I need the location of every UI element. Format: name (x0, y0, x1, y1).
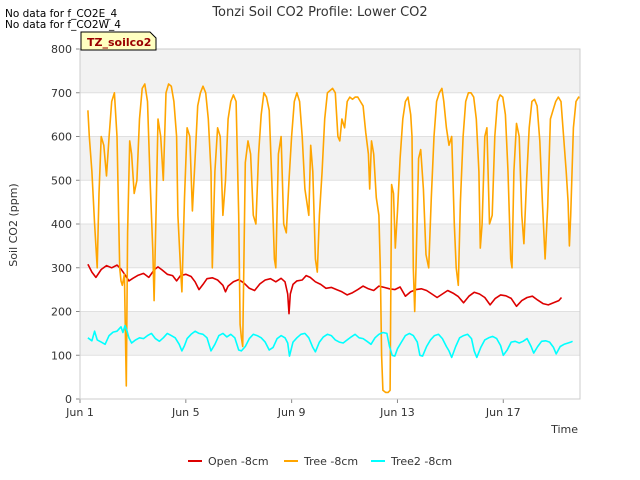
badge-box (80, 31, 157, 51)
legend-label: Open -8cm (208, 455, 269, 468)
y-axis-label: Soil CO2 (ppm) (7, 183, 20, 266)
x-tick-label: Jun 5 (171, 406, 200, 419)
x-tick-label: Jun 17 (485, 406, 521, 419)
chart-title: Tonzi Soil CO2 Profile: Lower CO2 (211, 5, 427, 20)
band (80, 180, 580, 224)
band (80, 136, 580, 181)
y-tick-label: 500 (51, 174, 72, 187)
y-tick-label: 800 (51, 43, 72, 56)
legend-label: Tree2 -8cm (390, 455, 452, 468)
y-tick-label: 600 (51, 131, 72, 144)
band (80, 224, 580, 268)
background-bands (80, 49, 580, 399)
plot-frame (79, 48, 581, 400)
nodata-line-1: No data for f_CO2E_4 (5, 8, 118, 20)
y-tick-label: 200 (51, 306, 72, 319)
band (80, 49, 580, 93)
badge-label: TZ_soilco2 (87, 36, 151, 49)
series-line-tree2-8cm (87, 324, 573, 359)
x-axis-label: Time (550, 423, 578, 436)
nodata-line-2: No data for f_CO2W_4 (5, 19, 121, 31)
x-axis-ticks: Jun 1 Jun 5 Jun 9 Jun 13 Jun 17 (65, 399, 521, 419)
y-tick-label: 400 (51, 218, 72, 231)
badge: TZ_soilco2 (80, 31, 157, 51)
series-lines (87, 83, 581, 394)
band (80, 267, 580, 312)
y-tick-label: 300 (51, 262, 72, 275)
legend: Open -8cm Tree -8cm Tree2 -8cm (188, 455, 452, 468)
legend-label: Tree -8cm (303, 455, 358, 468)
y-axis-ticks: 0 100 200 300 400 500 600 700 800 (51, 43, 80, 406)
x-tick-label: Jun 9 (277, 406, 306, 419)
y-tick-label: 100 (51, 349, 72, 362)
band (80, 355, 580, 399)
x-tick-label: Jun 13 (379, 406, 415, 419)
y-tick-label: 700 (51, 87, 72, 100)
series-line-open-8cm (87, 263, 563, 315)
band (80, 311, 580, 356)
x-tick-label: Jun 1 (65, 406, 94, 419)
y-tick-label: 0 (65, 393, 72, 406)
series-line-tree-8cm (87, 83, 581, 394)
